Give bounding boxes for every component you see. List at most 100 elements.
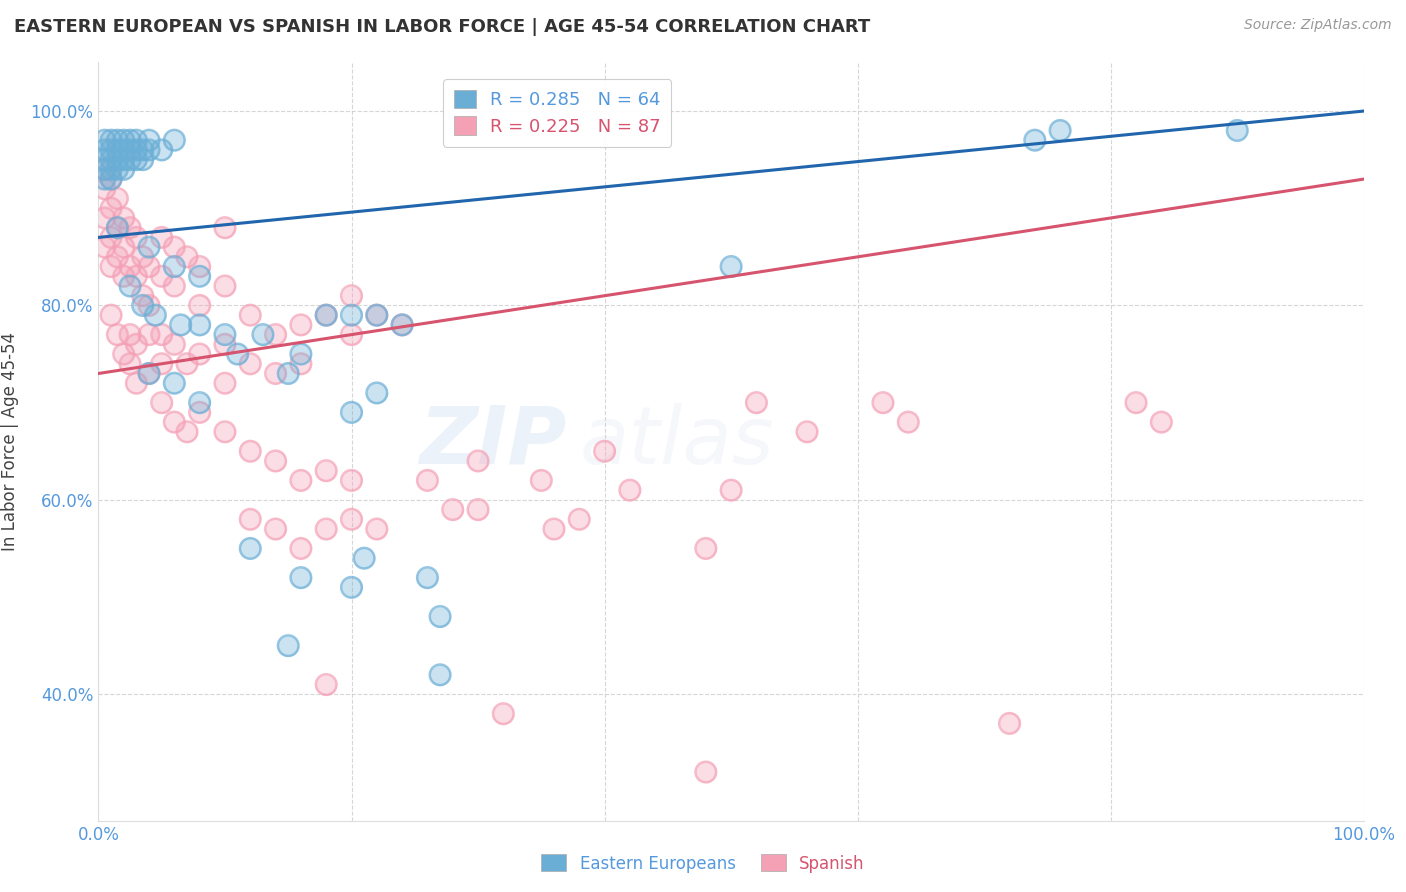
Point: [619, 483, 641, 497]
Point: [112, 133, 135, 147]
Point: [366, 308, 388, 322]
Point: [897, 415, 920, 429]
Point: [138, 367, 160, 381]
Point: [112, 269, 135, 284]
Point: [1049, 123, 1071, 137]
Point: [132, 153, 155, 167]
Legend: R = 0.285   N = 64, R = 0.225   N = 87: R = 0.285 N = 64, R = 0.225 N = 87: [443, 79, 672, 146]
Point: [93, 240, 117, 254]
Point: [100, 143, 122, 157]
Point: [214, 425, 236, 439]
Point: [112, 162, 135, 177]
Point: [150, 327, 173, 342]
Point: [188, 260, 211, 274]
Point: [100, 153, 122, 167]
Point: [745, 395, 768, 409]
Point: [264, 454, 287, 468]
Point: [163, 415, 186, 429]
Point: [112, 269, 135, 284]
Point: [264, 522, 287, 536]
Point: [120, 279, 141, 293]
Point: [290, 347, 312, 361]
Point: [125, 230, 148, 244]
Point: [214, 220, 236, 235]
Point: [107, 220, 129, 235]
Point: [290, 474, 312, 488]
Point: [467, 502, 489, 516]
Point: [277, 367, 299, 381]
Point: [112, 240, 135, 254]
Point: [239, 512, 262, 526]
Point: [169, 318, 191, 332]
Point: [315, 522, 337, 536]
Point: [391, 318, 413, 332]
Point: [150, 269, 173, 284]
Point: [93, 182, 117, 196]
Point: [107, 327, 129, 342]
Point: [100, 172, 122, 186]
Point: [112, 211, 135, 225]
Point: [112, 133, 135, 147]
Point: [107, 133, 129, 147]
Point: [100, 133, 122, 147]
Point: [429, 668, 451, 682]
Point: [315, 308, 337, 322]
Point: [138, 298, 160, 312]
Point: [150, 357, 173, 371]
Point: [112, 153, 135, 167]
Point: [720, 260, 742, 274]
Point: [239, 444, 262, 458]
Point: [1125, 395, 1147, 409]
Point: [138, 327, 160, 342]
Point: [290, 318, 312, 332]
Point: [132, 250, 155, 264]
Point: [1049, 123, 1071, 137]
Point: [125, 133, 148, 147]
Point: [107, 220, 129, 235]
Point: [120, 357, 141, 371]
Point: [100, 162, 122, 177]
Point: [93, 172, 117, 186]
Point: [530, 474, 553, 488]
Point: [290, 541, 312, 556]
Point: [1226, 123, 1249, 137]
Point: [239, 541, 262, 556]
Point: [340, 327, 363, 342]
Point: [188, 347, 211, 361]
Point: [120, 279, 141, 293]
Point: [107, 250, 129, 264]
Point: [720, 483, 742, 497]
Point: [366, 522, 388, 536]
Point: [93, 162, 117, 177]
Point: [290, 318, 312, 332]
Point: [214, 327, 236, 342]
Point: [100, 308, 122, 322]
Point: [998, 716, 1021, 731]
Point: [416, 474, 439, 488]
Point: [150, 395, 173, 409]
Point: [125, 143, 148, 157]
Point: [176, 250, 198, 264]
Point: [107, 192, 129, 206]
Point: [107, 192, 129, 206]
Point: [100, 143, 122, 157]
Point: [290, 541, 312, 556]
Point: [107, 153, 129, 167]
Point: [150, 143, 173, 157]
Point: [100, 162, 122, 177]
Point: [132, 298, 155, 312]
Point: [100, 230, 122, 244]
Point: [150, 357, 173, 371]
Point: [1226, 123, 1249, 137]
Point: [796, 425, 818, 439]
Point: [93, 133, 117, 147]
Point: [138, 367, 160, 381]
Point: [107, 143, 129, 157]
Point: [93, 143, 117, 157]
Point: [125, 376, 148, 391]
Point: [163, 279, 186, 293]
Point: [138, 133, 160, 147]
Point: [530, 474, 553, 488]
Point: [188, 269, 211, 284]
Point: [353, 551, 375, 566]
